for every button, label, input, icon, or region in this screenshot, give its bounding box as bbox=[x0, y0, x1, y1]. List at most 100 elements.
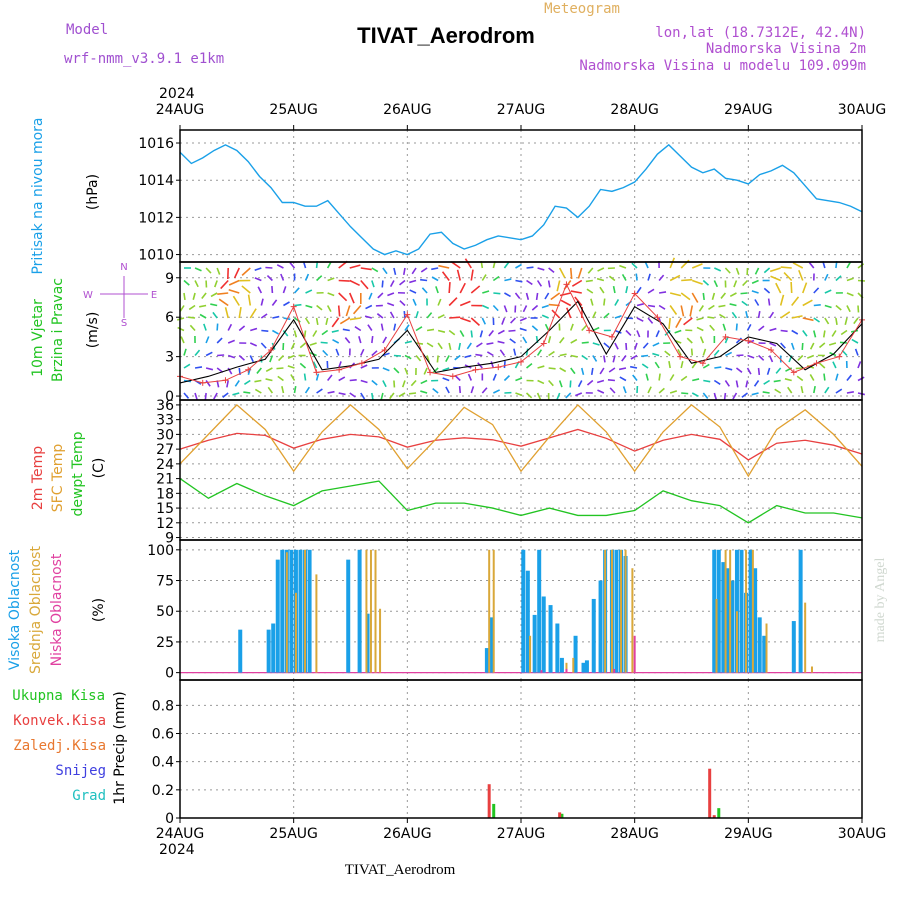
wind-gust-marker bbox=[745, 337, 752, 344]
wind-arrow bbox=[560, 299, 572, 307]
wind-arrow bbox=[664, 329, 671, 336]
wind-arrow bbox=[713, 280, 719, 288]
wind-arrow bbox=[780, 266, 792, 269]
wind-arrow bbox=[503, 360, 506, 369]
wind-arrow bbox=[669, 390, 678, 394]
wind-arrow bbox=[544, 323, 550, 331]
pressure-unit: (hPa) bbox=[85, 174, 101, 210]
wind-arrow bbox=[745, 310, 749, 319]
wind-arrow bbox=[199, 304, 207, 308]
wind-arrow bbox=[689, 305, 694, 317]
wind-arrow bbox=[690, 348, 694, 356]
wind-arrow bbox=[331, 329, 339, 333]
cloud-bar-0 bbox=[271, 623, 276, 673]
wind-arrow bbox=[272, 315, 280, 319]
wind-arrow bbox=[603, 355, 606, 363]
wind-arrow bbox=[254, 388, 262, 394]
wind-arrow bbox=[791, 329, 799, 335]
wind-arrow bbox=[367, 324, 373, 331]
wind-gust-marker bbox=[449, 373, 456, 380]
wind-arrow bbox=[349, 392, 356, 398]
wind-arrow bbox=[718, 304, 726, 308]
wind-arrow bbox=[305, 289, 313, 294]
wind-arrow bbox=[249, 342, 258, 347]
wind-arrow bbox=[741, 300, 748, 307]
wind-arrow bbox=[696, 317, 704, 321]
wind-arrow bbox=[260, 313, 268, 319]
wind-arrow bbox=[796, 375, 804, 382]
wind-arrow bbox=[442, 377, 450, 382]
wind-arrow bbox=[426, 342, 434, 348]
wind-arrow bbox=[647, 273, 651, 281]
wind-arrow bbox=[746, 323, 752, 331]
x-tick-top: 28AUG bbox=[610, 102, 659, 118]
wind-arrow bbox=[493, 292, 501, 295]
wind-arrow bbox=[192, 292, 196, 300]
y-tick-label: 0.4 bbox=[152, 755, 174, 771]
wind-arrow bbox=[612, 355, 616, 363]
wind-arrow bbox=[339, 317, 351, 325]
y-tick-label: 18 bbox=[156, 486, 174, 502]
cloud-bar-0 bbox=[238, 629, 243, 673]
wind-arrow bbox=[857, 376, 865, 382]
y-tick-label: 50 bbox=[156, 604, 174, 620]
cloud-bar-1 bbox=[620, 549, 623, 673]
wind-arrow bbox=[320, 341, 328, 344]
wind-arrow bbox=[802, 299, 813, 307]
wind-arrow bbox=[442, 367, 450, 372]
wind-arrow bbox=[614, 329, 622, 334]
cloud-bar-2 bbox=[613, 668, 616, 673]
wind-arrow bbox=[205, 351, 213, 357]
y-tick-label: 30 bbox=[156, 427, 174, 443]
cloud-bar-0 bbox=[537, 549, 542, 673]
wind-arrow bbox=[224, 307, 229, 319]
wind-arrow bbox=[632, 374, 638, 381]
wind-arrow bbox=[768, 311, 775, 319]
wind-arrow bbox=[371, 335, 374, 344]
wind-arrow bbox=[325, 317, 329, 326]
wind-arrow bbox=[537, 267, 545, 271]
wind-arrow bbox=[702, 292, 705, 301]
wind-arrow bbox=[426, 312, 433, 319]
wind-arrow bbox=[614, 299, 620, 306]
wind-arrow bbox=[677, 348, 682, 356]
wind-arrow bbox=[541, 304, 549, 309]
wind-arrow bbox=[698, 305, 704, 312]
wind-arrow bbox=[513, 348, 517, 356]
wind-arrow bbox=[203, 323, 207, 331]
wind-arrow bbox=[393, 323, 397, 331]
wind-arrow bbox=[619, 264, 627, 269]
cloud-bar-0 bbox=[289, 549, 294, 673]
cloud-bar-1 bbox=[304, 549, 307, 673]
wind-arrow bbox=[497, 329, 505, 335]
wind-arrow bbox=[481, 317, 487, 325]
wind-arrow bbox=[382, 267, 388, 275]
wind-arrow bbox=[558, 380, 563, 388]
wind-arrow bbox=[853, 317, 859, 325]
y-tick-label: 36 bbox=[156, 398, 174, 414]
wind-arrow bbox=[807, 354, 815, 359]
wind-arrow bbox=[596, 277, 605, 282]
wind-arrow bbox=[497, 340, 505, 344]
wind-arrow bbox=[272, 329, 279, 335]
wind-arrow bbox=[217, 292, 229, 295]
wind-arrow bbox=[647, 317, 654, 324]
wind-arrow bbox=[299, 362, 307, 369]
cloud-bar-0 bbox=[555, 623, 560, 673]
cloud-bar-0 bbox=[559, 657, 564, 673]
x-tick-top: 29AUG bbox=[724, 102, 773, 118]
wind-arrow bbox=[844, 317, 848, 325]
y-tick-label: 12 bbox=[156, 516, 174, 532]
wind-arrow bbox=[470, 285, 481, 294]
x-tick-bottom: 26AUG bbox=[383, 826, 432, 842]
cloud-bar-1 bbox=[488, 549, 491, 673]
wind-arrow bbox=[349, 279, 360, 287]
wind-arrow bbox=[732, 392, 738, 400]
wind-arrow bbox=[501, 317, 506, 325]
wind-arrow bbox=[574, 392, 583, 397]
wind-arrow bbox=[519, 327, 527, 332]
precip-bar-0 bbox=[492, 803, 496, 818]
cloud-bar-0 bbox=[521, 549, 526, 673]
wind-arrow bbox=[746, 367, 752, 375]
cloud-bar-0 bbox=[712, 549, 717, 673]
